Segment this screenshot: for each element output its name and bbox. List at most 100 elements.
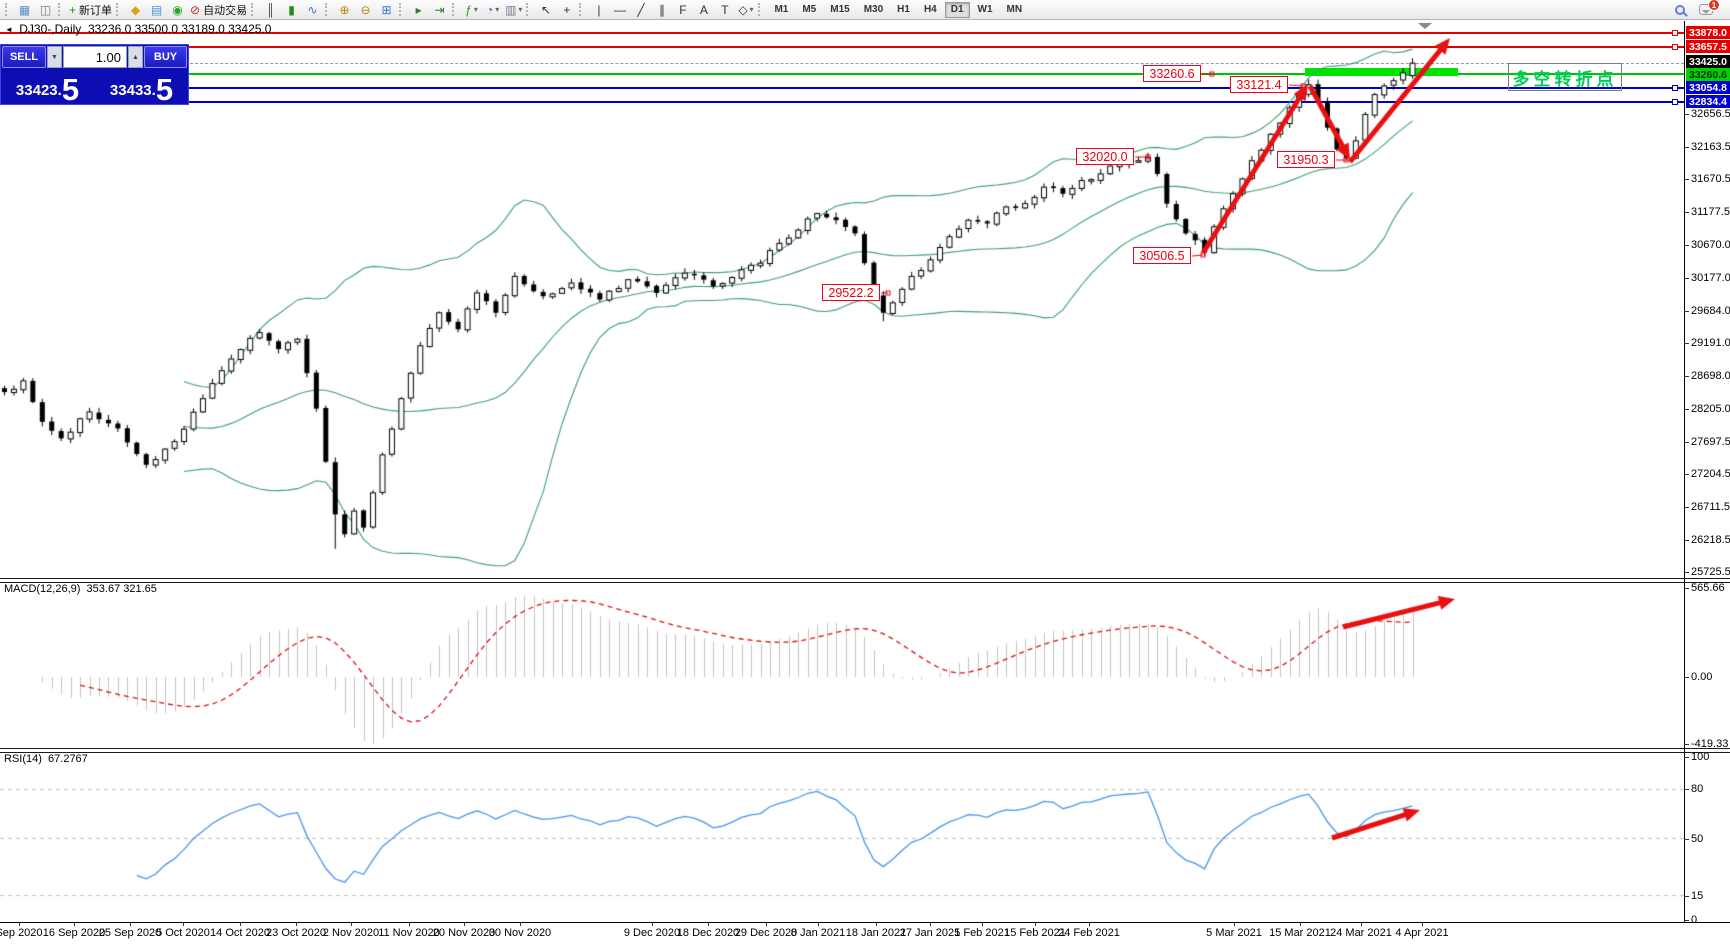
ask-price[interactable]: 33433. 5 xyxy=(96,69,187,105)
date-tick-label: 25 Sep 2020 xyxy=(98,927,162,939)
date-tick-mark xyxy=(818,922,819,926)
timeframe-m1[interactable]: M1 xyxy=(774,4,789,15)
chart-shift-icon[interactable]: ⇥ xyxy=(429,1,450,19)
date-tick-mark xyxy=(652,922,653,926)
new-order-button[interactable]: + 新订单 xyxy=(67,1,114,19)
trendline-icon[interactable]: ╱ xyxy=(630,1,651,19)
macd-indicator-label: MACD(12,26,9) 353.67 321.65 xyxy=(4,583,157,595)
autotrading-button[interactable]: ⊘ 自动交易 xyxy=(188,1,249,19)
dropdown-caret-icon[interactable]: ▾ xyxy=(518,5,523,14)
templates-icon[interactable]: ▥ ▾ xyxy=(503,1,524,19)
timeframe-mn[interactable]: MN xyxy=(1006,4,1023,15)
zoom-out-icon[interactable]: ⊖ xyxy=(355,1,376,19)
date-tick-label: 24 Feb 2021 xyxy=(1058,927,1120,939)
vertical-line-icon[interactable]: | xyxy=(588,1,609,19)
volume-up-button[interactable]: ▲ xyxy=(128,46,143,68)
price-annotation-label[interactable]: 33260.6 xyxy=(1143,65,1201,82)
indicators-icon[interactable]: ƒ ▾ xyxy=(461,1,482,19)
candlestick-icon[interactable]: ▮ xyxy=(281,1,302,19)
price-tick-mark xyxy=(1684,147,1689,148)
text-icon[interactable]: A xyxy=(693,1,714,19)
horizontal-line-icon[interactable]: — xyxy=(609,1,630,19)
timeframe-h4[interactable]: H4 xyxy=(923,4,937,15)
fibonacci-icon[interactable]: F xyxy=(672,1,693,19)
toolbar-grip xyxy=(452,3,457,16)
price-tick-label: 31670.5 xyxy=(1691,173,1730,185)
date-tick-label: 5 Mar 2021 xyxy=(1206,927,1262,939)
date-tick-mark xyxy=(520,922,521,926)
publish-chart-icon[interactable]: ▤ xyxy=(146,1,167,19)
timeframe-d1[interactable]: D1 xyxy=(944,1,970,18)
dropdown-caret-icon[interactable]: ▾ xyxy=(749,5,754,14)
autotrading-button-glyph: ⊘ xyxy=(190,2,201,17)
price-tick-mark xyxy=(1684,540,1689,541)
channel-icon[interactable]: ∥ xyxy=(651,1,672,19)
bid-price[interactable]: 33423. 5 xyxy=(2,69,93,105)
toolbar-right-group: 1 xyxy=(1675,0,1727,15)
trendline-icon-glyph: ╱ xyxy=(637,2,645,17)
zoom-in-icon[interactable]: ⊕ xyxy=(334,1,355,19)
sell-button[interactable]: SELL xyxy=(2,46,46,68)
price-annotation-label[interactable]: 30506.5 xyxy=(1133,247,1191,264)
price-tick-label: 27697.5 xyxy=(1691,436,1730,448)
timeframe-w1[interactable]: W1 xyxy=(977,4,993,15)
profiles-icon[interactable]: ◫ xyxy=(35,1,56,19)
price-annotation-label[interactable]: 31950.3 xyxy=(1277,151,1335,168)
timeframe-h1[interactable]: H1 xyxy=(897,4,910,15)
timeframe-m5[interactable]: M5 xyxy=(802,4,817,15)
chart-shift-marker-icon[interactable] xyxy=(1418,23,1432,29)
vertical-line-icon-glyph: | xyxy=(597,2,601,17)
price-tag: 33260.6 xyxy=(1686,68,1730,81)
new-chart-icon[interactable]: ▦ xyxy=(14,1,35,19)
date-tick-mark xyxy=(1234,922,1235,926)
price-annotation-label[interactable]: 32020.0 xyxy=(1076,148,1134,165)
pane-splitter-macd2[interactable] xyxy=(0,582,1730,583)
volume-input[interactable]: 1.00 xyxy=(63,46,127,68)
auto-scroll-icon-glyph: ▸ xyxy=(415,2,422,17)
buy-button[interactable]: BUY xyxy=(144,46,187,68)
price-axis-line xyxy=(1684,21,1685,922)
auto-scroll-icon[interactable]: ▸ xyxy=(408,1,429,19)
chart-shift-icon-glyph: ⇥ xyxy=(434,2,445,17)
pane-splitter-macd[interactable] xyxy=(0,578,1730,579)
toolbar-grip xyxy=(526,3,531,16)
dropdown-caret-icon[interactable]: ▾ xyxy=(473,5,478,14)
dropdown-caret-icon[interactable]: ▾ xyxy=(495,5,500,14)
cursor-icon[interactable]: ↖ xyxy=(535,1,556,19)
date-tick-label: 27 Jan 2021 xyxy=(899,927,961,939)
arrows-icon[interactable]: ◇ ▾ xyxy=(735,1,756,19)
line-chart-icon[interactable]: ∿ xyxy=(302,1,323,19)
date-tick-mark xyxy=(351,922,352,926)
pane-splitter-rsi2[interactable] xyxy=(0,752,1730,753)
crosshair-icon[interactable]: + xyxy=(556,1,577,19)
date-tick-mark xyxy=(1361,922,1362,926)
text-label-icon[interactable]: T xyxy=(714,1,735,19)
rsi-tick-label: 0 xyxy=(1691,914,1698,926)
date-tick-label: 9 Dec 2020 xyxy=(623,927,681,939)
crosshair-icon-glyph: + xyxy=(563,2,571,17)
symbol-marker-icon: ◄ xyxy=(5,25,13,34)
date-tick-label: 30 Nov 2020 xyxy=(488,927,552,939)
signals-icon[interactable]: ◉ xyxy=(167,1,188,19)
price-tag: 33878.0 xyxy=(1686,26,1730,39)
turning-point-text-box[interactable]: 多空转折点 xyxy=(1508,63,1622,91)
price-annotation-label[interactable]: 29522.2 xyxy=(822,284,880,301)
search-icon[interactable] xyxy=(1675,4,1685,15)
price-tick-label: 31177.5 xyxy=(1691,206,1730,218)
price-tick-mark xyxy=(1684,474,1689,475)
tile-windows-icon[interactable]: ⊞ xyxy=(376,1,397,19)
volume-down-button[interactable]: ▼ xyxy=(47,46,62,68)
date-tick-mark xyxy=(409,922,410,926)
date-tick-label: 14 Oct 2020 xyxy=(210,927,270,939)
price-tick-label: 28698.0 xyxy=(1691,370,1730,382)
notifications-icon[interactable]: 1 xyxy=(1699,0,1720,15)
periods-icon[interactable]: ◔ ▾ xyxy=(482,1,503,19)
pane-splitter-rsi[interactable] xyxy=(0,748,1730,749)
timeframe-m30[interactable]: M30 xyxy=(863,4,884,15)
history-center-icon[interactable]: ◆ xyxy=(125,1,146,19)
new-chart-icon-glyph: ▦ xyxy=(18,2,31,17)
timeframe-m15[interactable]: M15 xyxy=(830,4,850,15)
price-annotation-label[interactable]: 33121.4 xyxy=(1230,76,1288,93)
bar-chart-icon[interactable]: ║ xyxy=(260,1,281,19)
